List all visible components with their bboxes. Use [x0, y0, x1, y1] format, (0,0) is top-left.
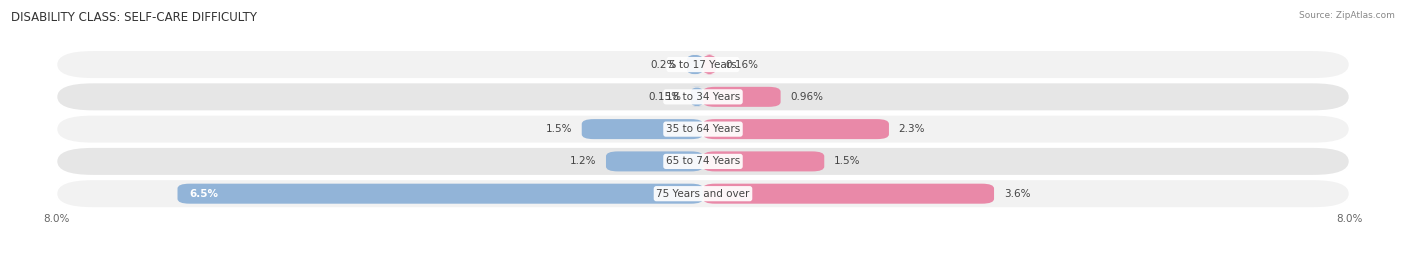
FancyBboxPatch shape [56, 147, 1350, 176]
Text: 0.96%: 0.96% [790, 92, 824, 102]
Text: 5 to 17 Years: 5 to 17 Years [669, 59, 737, 70]
Text: 0.16%: 0.16% [725, 59, 759, 70]
FancyBboxPatch shape [606, 151, 703, 171]
FancyBboxPatch shape [56, 179, 1350, 208]
Text: 35 to 64 Years: 35 to 64 Years [666, 124, 740, 134]
FancyBboxPatch shape [56, 115, 1350, 144]
Text: 1.5%: 1.5% [834, 156, 860, 167]
Text: 65 to 74 Years: 65 to 74 Years [666, 156, 740, 167]
FancyBboxPatch shape [703, 151, 824, 171]
FancyBboxPatch shape [703, 55, 716, 75]
FancyBboxPatch shape [582, 119, 703, 139]
Text: 6.5%: 6.5% [190, 189, 219, 199]
Text: 0.2%: 0.2% [651, 59, 678, 70]
Text: 3.6%: 3.6% [1004, 189, 1031, 199]
FancyBboxPatch shape [177, 184, 703, 204]
Text: 2.3%: 2.3% [898, 124, 925, 134]
Text: 0.15%: 0.15% [648, 92, 681, 102]
FancyBboxPatch shape [56, 82, 1350, 111]
Text: 1.5%: 1.5% [546, 124, 572, 134]
Text: DISABILITY CLASS: SELF-CARE DIFFICULTY: DISABILITY CLASS: SELF-CARE DIFFICULTY [11, 11, 257, 24]
Text: 18 to 34 Years: 18 to 34 Years [666, 92, 740, 102]
FancyBboxPatch shape [56, 50, 1350, 79]
FancyBboxPatch shape [703, 87, 780, 107]
FancyBboxPatch shape [690, 87, 703, 107]
FancyBboxPatch shape [703, 184, 994, 204]
Text: 1.2%: 1.2% [569, 156, 596, 167]
FancyBboxPatch shape [703, 119, 889, 139]
FancyBboxPatch shape [688, 55, 703, 75]
Text: 75 Years and over: 75 Years and over [657, 189, 749, 199]
Text: Source: ZipAtlas.com: Source: ZipAtlas.com [1299, 11, 1395, 20]
